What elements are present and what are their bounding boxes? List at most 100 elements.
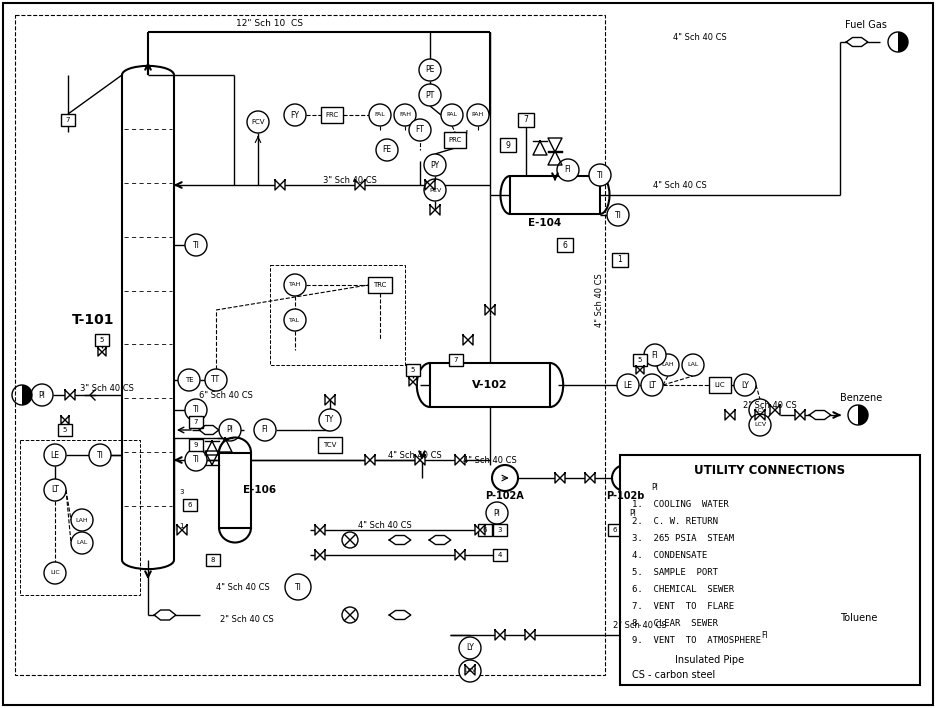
Text: 4" Sch 40 CS: 4" Sch 40 CS [595, 273, 605, 327]
Text: LAL: LAL [77, 540, 88, 545]
Text: FE: FE [383, 146, 391, 154]
Text: 3: 3 [179, 489, 183, 495]
Text: TCV: TCV [323, 442, 337, 448]
Circle shape [178, 369, 200, 391]
Circle shape [44, 444, 66, 466]
Polygon shape [420, 455, 425, 465]
Text: LIC: LIC [51, 571, 60, 576]
Circle shape [419, 84, 441, 106]
Circle shape [342, 532, 358, 548]
Circle shape [492, 465, 518, 491]
Bar [430, 363, 550, 407]
Circle shape [284, 309, 306, 331]
Text: Fuel Gas: Fuel Gas [845, 20, 887, 30]
Polygon shape [409, 378, 413, 386]
Text: TI: TI [193, 455, 199, 464]
Text: 7: 7 [523, 115, 529, 125]
Polygon shape [468, 335, 473, 345]
Polygon shape [415, 455, 420, 465]
Text: LE: LE [51, 450, 60, 459]
Circle shape [419, 59, 441, 81]
Circle shape [754, 624, 776, 646]
Text: 2" Sch 40 CS: 2" Sch 40 CS [220, 615, 273, 624]
Circle shape [749, 414, 771, 436]
Text: 12" Sch 10  CS: 12" Sch 10 CS [237, 19, 303, 28]
Polygon shape [22, 385, 32, 405]
Text: 4" Sch 40 CS: 4" Sch 40 CS [463, 456, 517, 465]
Text: 2.  C. W. RETURN: 2. C. W. RETURN [632, 517, 718, 526]
Text: 6: 6 [483, 527, 488, 533]
Bar [612, 253, 628, 267]
Circle shape [285, 574, 311, 600]
Bar [270, 265, 405, 365]
Circle shape [376, 139, 398, 161]
Polygon shape [475, 525, 480, 535]
Text: PE: PE [425, 66, 434, 74]
Text: 8: 8 [211, 557, 215, 563]
Text: V-102: V-102 [472, 380, 508, 390]
Polygon shape [199, 426, 219, 435]
Circle shape [247, 111, 269, 133]
Bar [15, 15, 605, 675]
Text: TRC: TRC [373, 282, 387, 288]
Text: 8.  CLEAR  SEWER: 8. CLEAR SEWER [632, 619, 718, 628]
Polygon shape [810, 631, 831, 639]
Polygon shape [730, 410, 735, 420]
Text: UTILITY CONNECTIONS: UTILITY CONNECTIONS [695, 464, 845, 477]
Text: 6: 6 [613, 527, 617, 533]
Text: 4.  CONDENSATE: 4. CONDENSATE [632, 551, 708, 560]
Circle shape [734, 374, 756, 396]
Polygon shape [425, 180, 430, 190]
Text: 4" Sch 40 CS: 4" Sch 40 CS [216, 583, 270, 591]
Circle shape [71, 532, 93, 554]
Text: PCV: PCV [429, 188, 441, 193]
Circle shape [89, 444, 111, 466]
Circle shape [682, 354, 704, 376]
Circle shape [424, 154, 446, 176]
Bar [608, 524, 622, 536]
Polygon shape [636, 655, 660, 665]
Text: TI: TI [615, 210, 622, 219]
Bar [61, 114, 75, 126]
Polygon shape [590, 473, 595, 483]
Polygon shape [640, 366, 644, 374]
Bar [449, 354, 463, 366]
Circle shape [622, 502, 644, 524]
Text: LE: LE [623, 380, 633, 389]
Text: 6" Sch 40 CS: 6" Sch 40 CS [199, 391, 253, 399]
Polygon shape [800, 630, 805, 640]
Circle shape [424, 179, 446, 201]
Circle shape [644, 477, 666, 499]
Polygon shape [525, 630, 530, 640]
Text: TI: TI [193, 406, 199, 414]
Polygon shape [389, 610, 411, 620]
Polygon shape [760, 410, 765, 420]
Polygon shape [330, 395, 335, 405]
Circle shape [44, 562, 66, 584]
Circle shape [749, 399, 771, 421]
Text: FI: FI [762, 631, 768, 639]
Text: PAL: PAL [446, 113, 458, 118]
Text: LCV: LCV [753, 423, 766, 428]
Text: 9: 9 [194, 442, 198, 448]
Circle shape [185, 234, 207, 256]
Polygon shape [275, 180, 280, 190]
Bar [406, 364, 420, 376]
Text: FY: FY [290, 110, 300, 120]
Polygon shape [795, 410, 800, 420]
Polygon shape [495, 630, 500, 640]
Circle shape [319, 409, 341, 431]
Text: TI: TI [596, 171, 604, 180]
Bar [620, 455, 920, 685]
Polygon shape [182, 525, 187, 535]
Polygon shape [480, 525, 485, 535]
Text: PRC: PRC [448, 137, 461, 143]
Polygon shape [435, 205, 440, 215]
Text: 4" Sch 40 CS: 4" Sch 40 CS [653, 181, 707, 190]
Bar [183, 499, 197, 511]
Text: 2" Sch 40 CS: 2" Sch 40 CS [743, 401, 797, 410]
Bar [368, 277, 392, 293]
Text: LAH: LAH [76, 518, 88, 523]
Bar [20, 440, 140, 595]
Text: 9.  VENT  TO  ATMOSPHERE: 9. VENT TO ATMOSPHERE [632, 636, 761, 645]
